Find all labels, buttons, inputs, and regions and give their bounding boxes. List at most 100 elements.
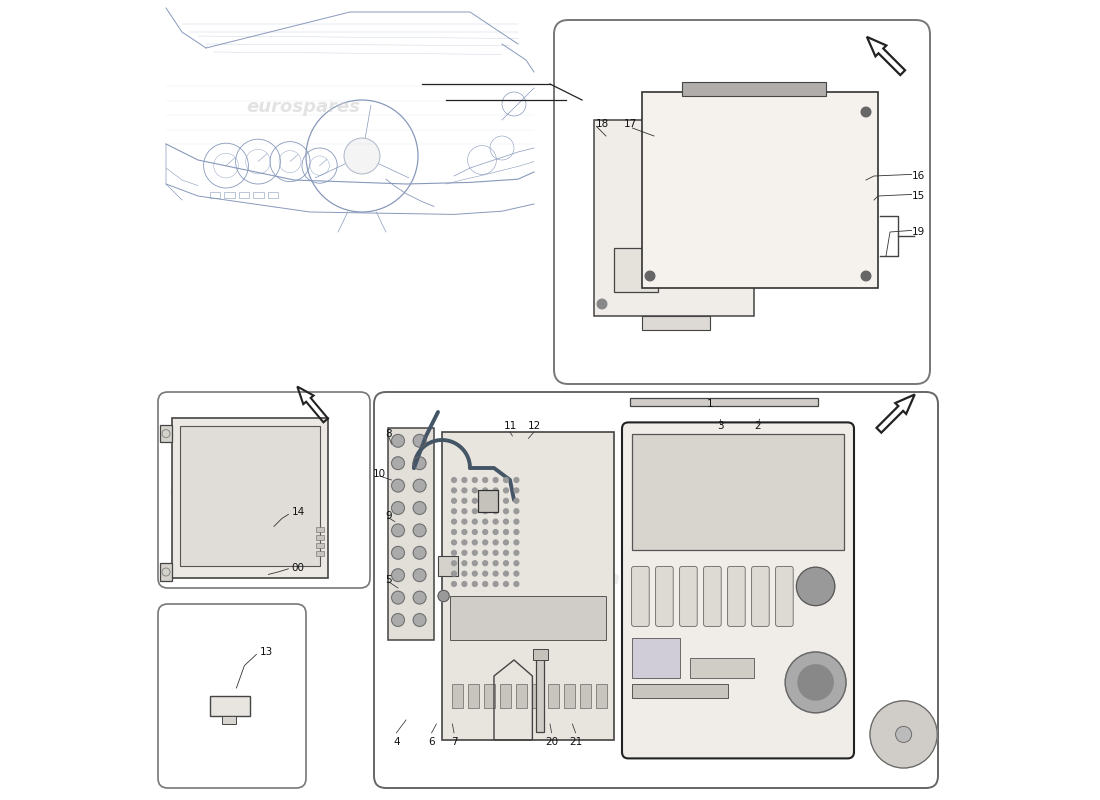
Text: 2: 2	[755, 421, 761, 430]
Bar	[478, 490, 498, 512]
FancyBboxPatch shape	[680, 566, 697, 626]
Circle shape	[392, 569, 405, 582]
Circle shape	[514, 540, 519, 545]
Circle shape	[504, 582, 508, 586]
Circle shape	[438, 590, 449, 602]
Circle shape	[514, 519, 519, 524]
Circle shape	[392, 614, 405, 626]
Bar	[468, 684, 478, 708]
Circle shape	[798, 665, 833, 700]
FancyBboxPatch shape	[621, 422, 854, 758]
Bar	[631, 638, 680, 678]
Text: 12: 12	[527, 421, 540, 430]
Bar	[210, 192, 220, 198]
Circle shape	[452, 498, 456, 503]
Text: 13: 13	[260, 647, 273, 657]
Bar	[614, 248, 658, 292]
Circle shape	[504, 509, 508, 514]
Circle shape	[861, 107, 871, 117]
Circle shape	[452, 582, 456, 586]
Text: 1: 1	[706, 399, 713, 409]
Bar	[317, 543, 324, 548]
Text: eurospares: eurospares	[246, 98, 360, 116]
FancyBboxPatch shape	[631, 566, 649, 626]
Circle shape	[414, 457, 426, 470]
Bar	[317, 551, 324, 556]
Bar	[452, 684, 463, 708]
Circle shape	[472, 498, 477, 503]
Circle shape	[785, 652, 846, 713]
FancyBboxPatch shape	[656, 566, 673, 626]
Bar	[534, 649, 548, 660]
Circle shape	[392, 546, 405, 559]
Bar	[563, 684, 575, 708]
Circle shape	[514, 582, 519, 586]
Circle shape	[514, 571, 519, 576]
Circle shape	[462, 561, 466, 566]
Circle shape	[493, 550, 498, 555]
Bar	[484, 684, 495, 708]
Circle shape	[861, 271, 871, 281]
Circle shape	[483, 530, 487, 534]
Circle shape	[514, 488, 519, 493]
Circle shape	[452, 509, 456, 514]
Circle shape	[514, 478, 519, 482]
Circle shape	[504, 478, 508, 482]
Bar	[450, 596, 606, 640]
Circle shape	[414, 479, 426, 492]
Text: 10: 10	[373, 469, 386, 478]
Bar	[180, 426, 320, 566]
Text: 15: 15	[912, 191, 925, 201]
Circle shape	[646, 271, 654, 281]
Bar	[630, 398, 818, 406]
Circle shape	[392, 524, 405, 537]
Bar	[173, 418, 329, 578]
Circle shape	[462, 540, 466, 545]
Circle shape	[472, 478, 477, 482]
Circle shape	[392, 479, 405, 492]
Circle shape	[462, 582, 466, 586]
Circle shape	[504, 530, 508, 534]
Bar	[631, 434, 844, 550]
Circle shape	[452, 561, 456, 566]
Text: 11: 11	[504, 421, 517, 430]
Bar	[317, 527, 324, 532]
Circle shape	[472, 530, 477, 534]
Circle shape	[504, 571, 508, 576]
Circle shape	[493, 530, 498, 534]
Circle shape	[452, 540, 456, 545]
Circle shape	[895, 726, 912, 742]
Circle shape	[414, 524, 426, 537]
Circle shape	[483, 478, 487, 482]
Text: 3: 3	[717, 421, 724, 430]
Bar	[595, 684, 607, 708]
Text: 7: 7	[451, 738, 458, 747]
Circle shape	[414, 546, 426, 559]
Circle shape	[493, 561, 498, 566]
Circle shape	[452, 478, 456, 482]
Circle shape	[504, 498, 508, 503]
Bar	[682, 82, 826, 96]
Circle shape	[452, 519, 456, 524]
Circle shape	[514, 509, 519, 514]
Bar	[161, 425, 173, 442]
Text: eurospares: eurospares	[538, 570, 652, 588]
Bar	[210, 696, 250, 716]
Circle shape	[414, 569, 426, 582]
Circle shape	[483, 519, 487, 524]
Circle shape	[472, 519, 477, 524]
Circle shape	[462, 530, 466, 534]
Circle shape	[504, 519, 508, 524]
Bar	[690, 658, 754, 678]
Bar	[642, 316, 710, 330]
Circle shape	[493, 478, 498, 482]
Circle shape	[452, 530, 456, 534]
Circle shape	[472, 509, 477, 514]
Text: eurospares: eurospares	[170, 485, 257, 499]
Bar	[387, 428, 434, 640]
Text: 14: 14	[292, 507, 305, 517]
Bar	[516, 684, 527, 708]
FancyBboxPatch shape	[704, 566, 722, 626]
Circle shape	[483, 582, 487, 586]
Circle shape	[452, 488, 456, 493]
